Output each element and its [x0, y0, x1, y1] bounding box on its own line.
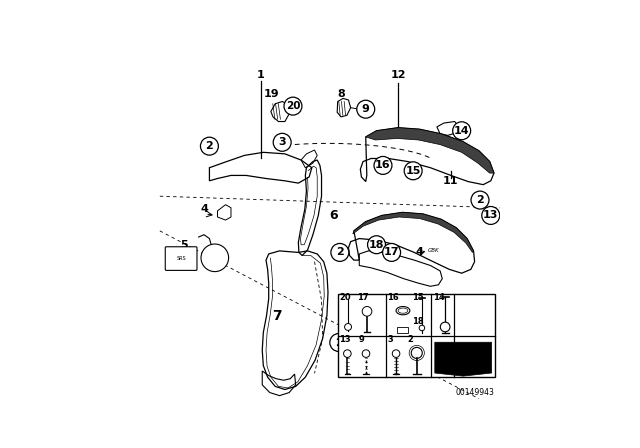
FancyBboxPatch shape — [397, 327, 408, 333]
Circle shape — [471, 191, 489, 209]
Circle shape — [419, 325, 425, 331]
Text: 15: 15 — [406, 166, 421, 176]
Text: 00149943: 00149943 — [455, 388, 494, 397]
Text: 8: 8 — [338, 89, 346, 99]
Circle shape — [356, 100, 374, 118]
Circle shape — [362, 350, 370, 358]
Circle shape — [383, 243, 401, 261]
Circle shape — [344, 350, 351, 358]
Circle shape — [452, 122, 470, 140]
Text: 2: 2 — [205, 141, 213, 151]
Text: 15: 15 — [412, 293, 423, 302]
Circle shape — [284, 97, 302, 115]
Circle shape — [201, 244, 228, 271]
Circle shape — [362, 306, 372, 316]
Text: 2: 2 — [335, 337, 342, 348]
Text: 3: 3 — [278, 137, 286, 147]
Text: 14: 14 — [433, 293, 445, 302]
Ellipse shape — [396, 306, 410, 315]
Circle shape — [331, 243, 349, 261]
Text: 7: 7 — [272, 309, 282, 323]
Circle shape — [440, 322, 450, 332]
Text: SRS: SRS — [176, 256, 186, 261]
Text: 18: 18 — [412, 317, 423, 326]
Text: 9: 9 — [362, 104, 370, 114]
Text: 13: 13 — [339, 335, 351, 344]
Text: 13: 13 — [483, 211, 499, 220]
FancyBboxPatch shape — [338, 294, 495, 377]
Text: 17: 17 — [356, 293, 368, 302]
Text: GBK: GBK — [428, 248, 439, 253]
Text: 16: 16 — [387, 293, 399, 302]
Circle shape — [367, 236, 385, 254]
Text: 10: 10 — [426, 301, 445, 315]
Text: 12: 12 — [390, 70, 406, 80]
Text: 20: 20 — [285, 101, 300, 111]
FancyBboxPatch shape — [165, 247, 197, 271]
Circle shape — [412, 347, 422, 358]
Text: 1: 1 — [257, 70, 264, 80]
Text: 4: 4 — [416, 247, 424, 258]
Polygon shape — [435, 342, 492, 376]
Text: 2: 2 — [476, 195, 484, 205]
Circle shape — [344, 323, 351, 331]
Text: 3: 3 — [387, 335, 393, 344]
Text: 20: 20 — [339, 293, 351, 302]
Circle shape — [374, 156, 392, 174]
Text: 14: 14 — [454, 126, 470, 136]
Text: 2: 2 — [336, 247, 344, 258]
Text: 19: 19 — [264, 89, 279, 99]
Polygon shape — [353, 212, 474, 252]
Text: 18: 18 — [369, 240, 384, 250]
Text: 2: 2 — [407, 335, 413, 344]
Circle shape — [392, 350, 400, 358]
Text: 4: 4 — [200, 204, 208, 214]
Text: 9: 9 — [358, 335, 364, 344]
Circle shape — [404, 162, 422, 180]
Text: 17: 17 — [384, 247, 399, 258]
Circle shape — [200, 137, 218, 155]
Circle shape — [273, 134, 291, 151]
Circle shape — [482, 207, 500, 224]
Circle shape — [330, 334, 348, 352]
Text: 11: 11 — [443, 176, 459, 186]
Text: 6: 6 — [329, 209, 338, 222]
Polygon shape — [365, 128, 494, 173]
Text: 16: 16 — [375, 160, 391, 170]
Text: 5: 5 — [180, 240, 188, 250]
